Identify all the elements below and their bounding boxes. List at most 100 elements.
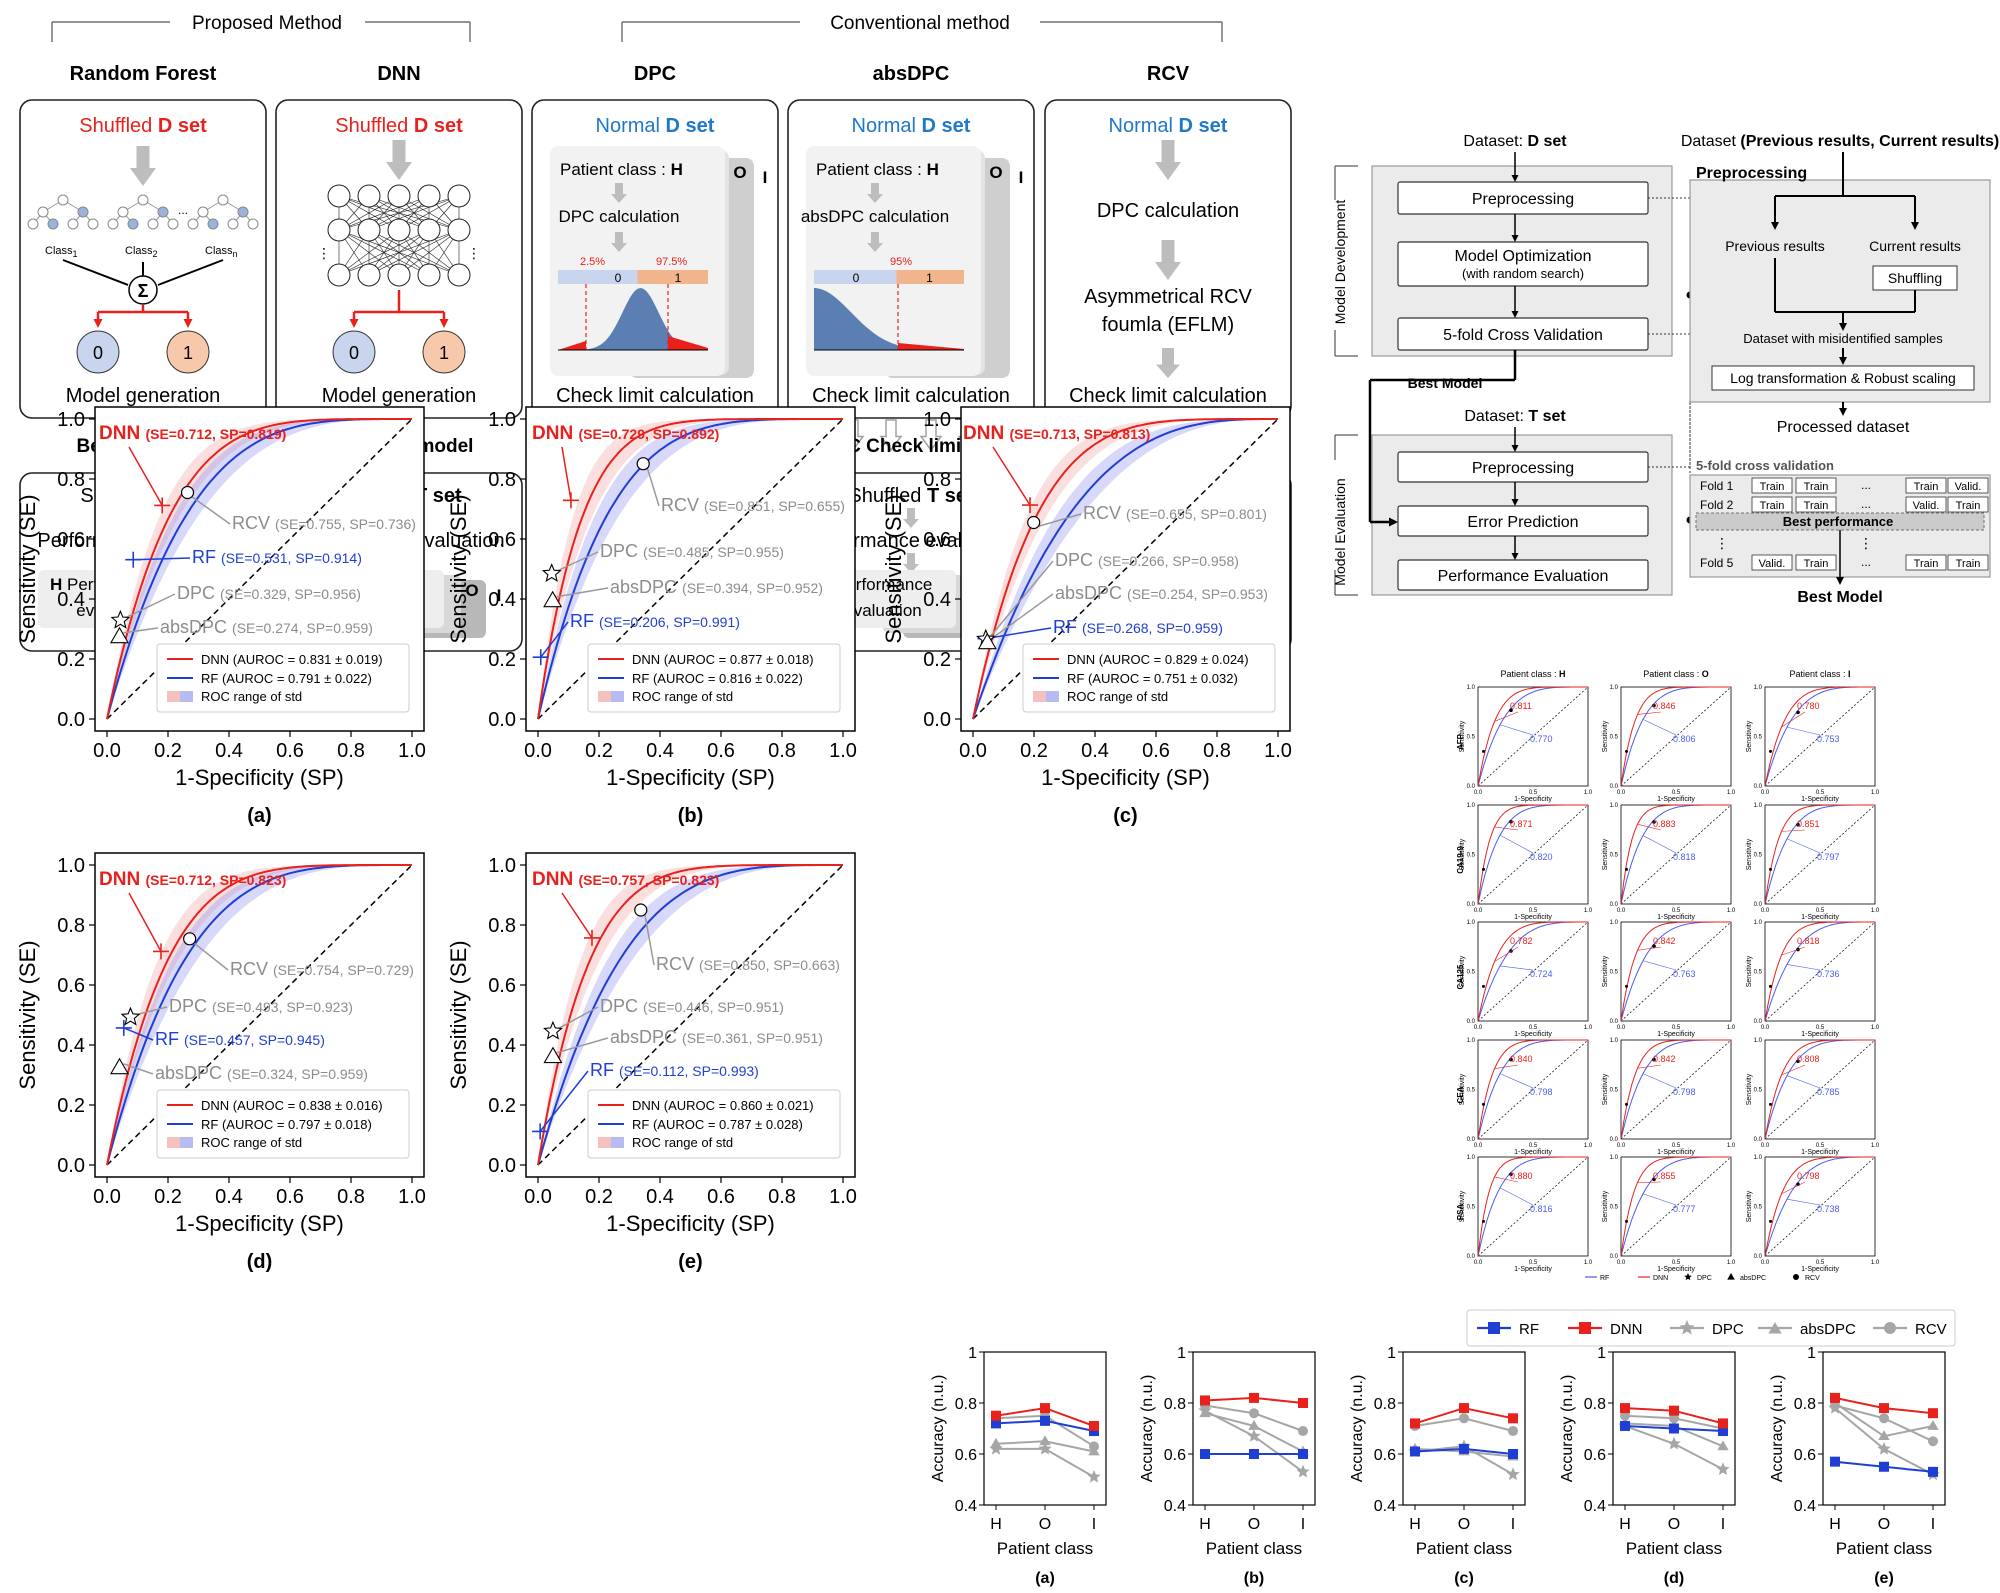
nn-node <box>417 184 441 208</box>
rcv-point <box>1796 710 1800 715</box>
mini-y-tick: 1.0 <box>1610 1038 1619 1044</box>
prev-label: Previous results <box>1725 238 1825 254</box>
x-axis-label: Patient class <box>1836 1539 1932 1558</box>
y-tick-label: 0.6 <box>923 529 951 551</box>
mini-x-tick: 0.5 <box>1816 1025 1825 1031</box>
mini-y-tick: 1.0 <box>1467 685 1476 691</box>
x-tick-label: 0.0 <box>524 1186 552 1208</box>
tree-node <box>37 206 49 218</box>
tree-node <box>87 218 99 230</box>
arrowhead-icon <box>1511 445 1519 452</box>
rcv-marker <box>180 485 195 500</box>
triangle-marker <box>1927 1419 1939 1430</box>
tail-region <box>558 341 586 350</box>
down-arrow-icon <box>611 232 627 252</box>
mini-callout <box>1786 838 1821 854</box>
point-square <box>1718 1418 1728 1429</box>
panel-label: (b) <box>678 805 704 827</box>
grid-cell: 0.840 0.798 0.00.0 0.5 0.5 1.0 1.0 1-Specificit… <box>1459 1038 1593 1156</box>
text-span: (SE=0.851, SP=0.655) <box>704 498 845 514</box>
fold-cell <box>1795 554 1837 571</box>
star-marker <box>1506 1467 1520 1481</box>
fold-cell <box>1795 477 1837 494</box>
nn-node <box>387 218 411 242</box>
std-band <box>973 419 1278 719</box>
y-tick-label: 0.8 <box>1584 1396 1606 1413</box>
x-tick-label: 0.4 <box>215 740 243 762</box>
legend-std-swatch <box>180 1137 193 1148</box>
point-square <box>1669 1405 1679 1416</box>
grid-cell: 0.883 0.818 0.00.0 0.5 0.5 1.0 1.0 1-Specificit… <box>1602 803 1736 921</box>
star-marker <box>1828 1401 1842 1414</box>
nn-node <box>387 184 411 208</box>
legend-dnn-label: DNN (AUROC = 0.860 ± 0.021) <box>632 1098 814 1113</box>
text-span: Shuffled <box>848 485 927 507</box>
mini-y-tick: 0.5 <box>1754 853 1763 859</box>
text-span: H <box>1557 669 1566 679</box>
text-span: Normal <box>852 115 922 137</box>
text-span: Patient class : <box>1789 669 1845 679</box>
x-tick-label: 0.8 <box>337 1186 365 1208</box>
mini-x-tick: 0.0 <box>1761 1260 1770 1266</box>
arrowhead-icon <box>349 319 359 328</box>
rf-value-label: 0.798 <box>1530 1087 1553 1097</box>
text-span: (SE=0.394, SP=0.952) <box>682 580 823 596</box>
dnn-mini-curve <box>1477 686 1588 787</box>
triangle-marker <box>1717 1440 1729 1451</box>
dnn-callout <box>128 892 162 952</box>
legend-dnn-label: DNN (AUROC = 0.831 ± 0.019) <box>201 652 383 667</box>
dnn-mini-curve <box>1764 1156 1875 1257</box>
vdots: ⋮ <box>1859 535 1873 551</box>
dnn-roc-curve <box>537 418 843 720</box>
x-tick-label: 0.4 <box>646 740 674 762</box>
dataset-label: Normal D set <box>852 115 971 137</box>
percentile-label: 2.5% <box>580 256 605 268</box>
triangle-marker <box>1768 1322 1782 1334</box>
step-label: Model generation <box>322 385 477 407</box>
point-square <box>1298 1449 1308 1459</box>
rf-callout <box>985 627 1052 640</box>
star-marker <box>1667 1436 1681 1450</box>
column-title: DNN <box>377 63 420 85</box>
star-marker <box>1038 1441 1052 1455</box>
rf-value-label: 0.753 <box>1817 734 1840 744</box>
legend-std-swatch <box>598 691 611 702</box>
mini-callout <box>1494 711 1519 722</box>
y-tick-label: 1.0 <box>57 855 85 877</box>
best-performance-label: Best performance <box>1783 514 1894 529</box>
text-span: (SE=0.457, SP=0.945) <box>184 1032 325 1048</box>
point-square <box>1928 1466 1938 1477</box>
vdots: ⋮ <box>1715 535 1729 551</box>
text-span: (SE=0.485, SP=0.955) <box>643 544 784 560</box>
mini-y-label: Sensitivity <box>1459 1190 1466 1222</box>
nn-edge <box>368 229 460 276</box>
y-axis-label: Accuracy (n.u.) <box>1769 1375 1786 1483</box>
rcv-annotation: RCV (SE=0.655, SP=0.801) <box>1083 503 1267 523</box>
legend-std-label: ROC range of std <box>1067 689 1168 704</box>
dnn-annotation: DNN (SE=0.713, SP=0.813) <box>963 423 1150 444</box>
fold-cell <box>1947 554 1989 571</box>
legend-std-swatch <box>167 1137 180 1148</box>
fold-cell-label: Valid. <box>1955 481 1982 493</box>
dnn-callout <box>561 892 593 939</box>
y-tick-label: 0.8 <box>1164 1396 1186 1413</box>
y-tick-label: 0.4 <box>57 1035 85 1057</box>
legend-std-swatch <box>167 691 180 702</box>
fold-cell <box>1751 554 1793 571</box>
roc-panel-a: 0.0 0.0 0.2 0.2 0.4 0.4 0.6 0.6 0.8 0.8 1.0 1.0 1-Sp… <box>15 406 426 827</box>
text-span: I <box>1846 669 1851 679</box>
nn-edge <box>338 229 430 276</box>
mini-y-tick: 0.0 <box>1754 902 1763 908</box>
arrowhead-icon <box>93 319 103 328</box>
ellipsis: ... <box>178 203 188 217</box>
text-span: DPC <box>177 583 220 603</box>
dnn-mini-curve <box>1620 686 1731 787</box>
point-square <box>1459 1403 1469 1414</box>
mini-y-tick: 0.0 <box>1467 784 1476 790</box>
mini-legend-rcv <box>1793 1274 1799 1280</box>
dnn-mini-curve <box>1620 1039 1731 1140</box>
logt-box <box>1711 365 1975 391</box>
star-marker <box>1087 1470 1101 1483</box>
text-span: (SE=0.755, SP=0.736) <box>275 516 416 532</box>
vote-arrow <box>62 259 129 286</box>
